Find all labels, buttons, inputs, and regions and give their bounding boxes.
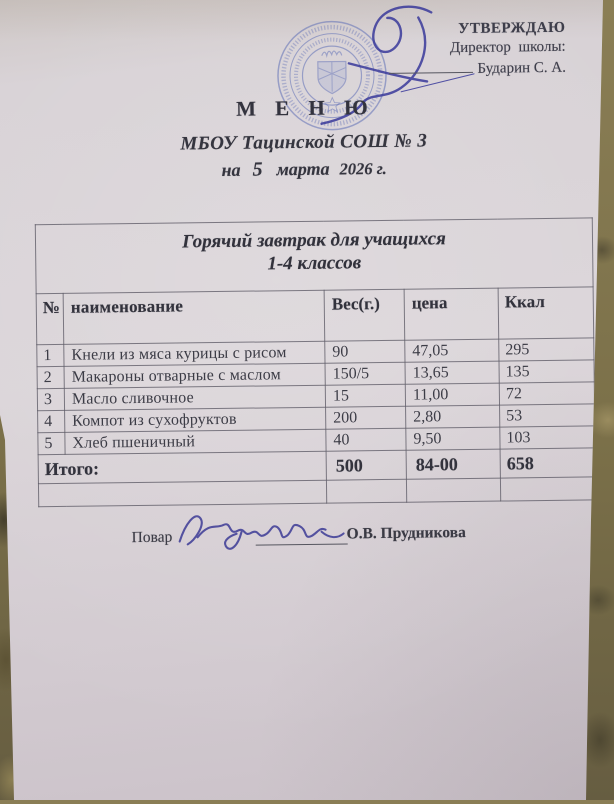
table-header-row: № наименование Вес(г.) цена Ккал: [36, 286, 594, 345]
cell-price: 2,80: [405, 405, 500, 429]
cell-number: 4: [37, 410, 65, 433]
col-header-number: №: [36, 293, 64, 345]
cell-name: Макароны отварные с маслом: [64, 363, 326, 389]
empty-cell: [406, 478, 501, 503]
col-header-price: цена: [404, 288, 499, 341]
total-kcal: 658: [500, 447, 596, 479]
cell-number: 1: [36, 344, 65, 367]
total-price: 84-00: [406, 449, 501, 480]
school-name: МБОУ Тацинской СОШ № 3: [180, 130, 428, 155]
cell-kcal: 103: [499, 425, 596, 450]
cell-kcal: 53: [499, 403, 595, 428]
cell-number: 5: [37, 432, 66, 455]
menu-table: Горячий завтрак для учащихся 1-4 классов…: [35, 217, 596, 507]
cell-kcal: 295: [498, 337, 594, 362]
cook-label: Повар: [131, 528, 173, 547]
cell-weight: 40: [325, 428, 407, 452]
cell-price: 9,50: [405, 427, 501, 451]
director-title: Директор школы:: [449, 38, 566, 57]
total-label: Итого:: [38, 451, 327, 484]
cell-name: Масло сливочное: [64, 385, 326, 411]
approval-block: УТВЕРЖДАЮ Директор школы: Бударин С. А.: [388, 20, 566, 79]
date-year: 2026 г.: [339, 158, 387, 179]
signature-rule: [388, 58, 473, 74]
empty-cell: [500, 476, 596, 502]
menu-date-line: на 5 марта 2026 г.: [0, 154, 603, 184]
total-weight: 500: [326, 450, 407, 481]
cell-name: Компот из сухофруктов: [64, 407, 326, 433]
date-day: 5: [252, 158, 263, 181]
date-month: марта: [276, 158, 330, 180]
table-caption: Горячий завтрак для учащихся 1-4 классов: [35, 217, 594, 294]
cell-weight: 200: [325, 406, 406, 430]
cell-price: 11,00: [405, 383, 500, 407]
col-header-name: наименование: [63, 290, 325, 345]
cell-price: 13,65: [405, 361, 500, 385]
cell-number: 2: [37, 366, 65, 389]
date-prefix: на: [221, 159, 241, 180]
cell-weight: 150/5: [325, 362, 406, 386]
col-header-kcal: Ккал: [498, 286, 594, 340]
cell-name: Хлеб пшеничный: [64, 429, 327, 455]
page-title: М Е Н Ю: [235, 95, 375, 121]
director-signature-line: Бударин С. А.: [388, 58, 566, 79]
approve-label: УТВЕРЖДАЮ: [458, 19, 566, 38]
cell-weight: 90: [324, 340, 406, 364]
cell-kcal: 135: [498, 359, 595, 384]
cell-number: 3: [37, 388, 65, 411]
col-header-weight: Вес(г.): [324, 289, 405, 342]
cell-weight: 15: [325, 384, 406, 408]
table-caption-row: Горячий завтрак для учащихся 1-4 классов: [35, 217, 594, 294]
cell-price: 47,05: [404, 339, 499, 363]
cell-kcal: 72: [499, 381, 595, 406]
cook-signature-icon: [178, 515, 345, 550]
director-name: Бударин С. А.: [477, 59, 567, 77]
cell-name: Кнели из мяса курицы с рисом: [63, 341, 326, 367]
school-stamp-icon: [277, 20, 387, 131]
cook-name: О.В. Прудникова: [346, 523, 466, 543]
director-signature-icon: [320, 5, 475, 125]
